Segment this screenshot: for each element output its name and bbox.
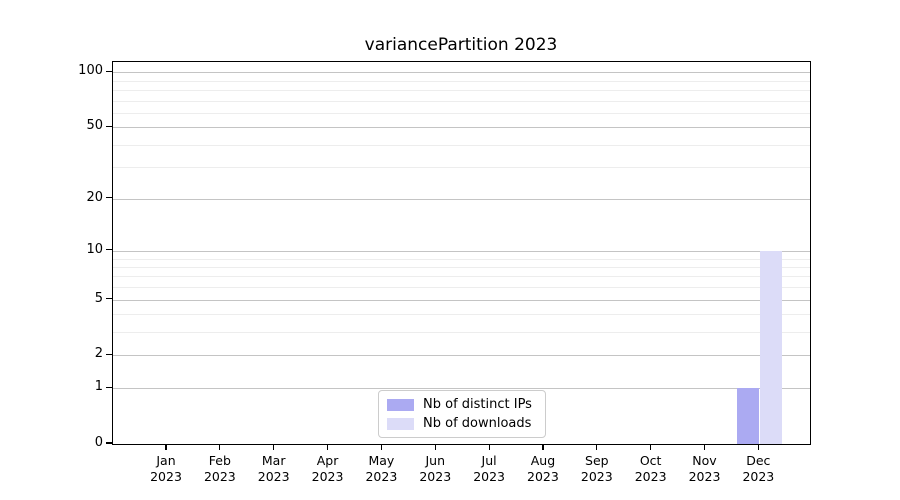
x-tick-year: 2023 (257, 469, 290, 484)
x-tick-label: Dec 2023 (728, 453, 788, 485)
x-tick-year: 2023 (311, 469, 344, 484)
x-tick-month: Jul (481, 453, 497, 468)
x-tick-mark (219, 444, 221, 450)
y-tick-label: 20 (86, 189, 103, 205)
y-tick-mark (105, 197, 112, 199)
x-tick-label: Jun 2023 (405, 453, 465, 485)
y-tick-mark (105, 298, 112, 300)
x-tick-mark (326, 444, 329, 450)
y-tick-mark (105, 442, 112, 444)
y-tick-label: 50 (86, 118, 103, 134)
legend-swatch-distinct-ips (387, 398, 414, 411)
plot-area (112, 61, 811, 445)
x-tick-year: 2023 (688, 469, 721, 484)
y-tick-label: 0 (94, 435, 103, 450)
x-tick-label: Jan 2023 (136, 453, 196, 485)
legend-label-downloads: Nb of downloads (423, 416, 532, 431)
x-tick-label: Aug 2023 (513, 453, 573, 485)
gridline-minor (113, 167, 810, 169)
legend-item-downloads: Nb of downloads (387, 416, 537, 431)
gridline-minor (113, 287, 810, 289)
x-tick-mark (703, 444, 706, 450)
x-tick-mark (434, 444, 436, 450)
x-tick-label: May 2023 (351, 453, 411, 485)
x-tick-mark (596, 444, 598, 450)
x-tick-year: 2023 (150, 469, 182, 484)
x-tick-mark (165, 444, 167, 450)
x-tick-mark (542, 444, 544, 450)
x-tick-month: Aug (530, 453, 556, 468)
x-tick-label: Nov 2023 (675, 453, 735, 485)
x-tick-label: Feb 2023 (190, 453, 250, 485)
legend: Nb of distinct IPs Nb of downloads (378, 390, 546, 438)
y-tick-label: 100 (78, 63, 103, 79)
legend-label-distinct-ips: Nb of distinct IPs (423, 397, 532, 412)
gridline-minor (113, 144, 810, 146)
gridline-major (113, 72, 810, 74)
x-tick-mark (488, 444, 490, 450)
x-tick-month: Mar (261, 453, 286, 468)
x-tick-month: Oct (639, 453, 662, 468)
x-tick-month: May (368, 453, 395, 468)
x-tick-year: 2023 (203, 469, 236, 484)
legend-swatch-downloads (387, 417, 414, 430)
gridline-major (113, 355, 810, 357)
gridline-minor (113, 89, 810, 91)
x-tick-label: Sep 2023 (567, 453, 627, 485)
gridline-minor (113, 258, 810, 260)
y-tick-mark (105, 70, 112, 72)
x-tick-month: Jun (425, 453, 446, 468)
y-tick-mark (105, 249, 112, 251)
x-tick-month: Nov (692, 453, 717, 468)
bar-downloads (760, 250, 782, 444)
x-tick-year: 2023 (580, 469, 613, 484)
x-tick-year: 2023 (634, 469, 667, 484)
gridline-major (113, 299, 810, 301)
legend-item-distinct-ips: Nb of distinct IPs (387, 397, 537, 412)
x-tick-month: Apr (316, 453, 339, 468)
y-tick-mark (105, 125, 112, 127)
x-tick-label: Oct 2023 (621, 453, 681, 485)
gridline-minor (113, 80, 810, 82)
x-tick-mark (380, 444, 382, 450)
y-tick-label: 1 (94, 379, 103, 395)
gridline-major (113, 388, 810, 390)
gridline-major (113, 127, 810, 129)
gridline-minor (113, 276, 810, 278)
y-tick-label: 5 (94, 290, 103, 306)
y-tick-label: 10 (86, 241, 103, 257)
x-tick-mark (757, 444, 759, 450)
x-tick-month: Dec (746, 453, 771, 468)
gridline-major (113, 250, 810, 252)
gridline-minor (113, 100, 810, 102)
bar-distinct-ips (737, 388, 759, 444)
gridline-minor (113, 112, 810, 114)
x-tick-month: Feb (208, 453, 231, 468)
x-tick-year: 2023 (419, 469, 452, 484)
x-tick-mark (273, 444, 275, 450)
x-tick-mark (650, 444, 652, 450)
x-tick-month: Sep (585, 453, 609, 468)
x-tick-year: 2023 (742, 469, 775, 484)
gridline-major (113, 198, 810, 200)
x-tick-label: Jul 2023 (459, 453, 519, 485)
x-tick-label: Apr 2023 (298, 453, 358, 485)
gridline-minor (113, 332, 810, 334)
y-tick-mark (105, 353, 112, 356)
chart-title: variancePartition 2023 (364, 35, 558, 55)
y-tick-mark (105, 386, 112, 388)
y-tick-label: 2 (94, 346, 103, 362)
x-tick-year: 2023 (473, 469, 505, 484)
x-tick-month: Jan (156, 453, 176, 468)
x-tick-label: Mar 2023 (244, 453, 304, 485)
x-tick-year: 2023 (527, 469, 559, 484)
gridline-minor (113, 314, 810, 316)
gridline-minor (113, 266, 810, 268)
x-tick-year: 2023 (365, 469, 398, 484)
